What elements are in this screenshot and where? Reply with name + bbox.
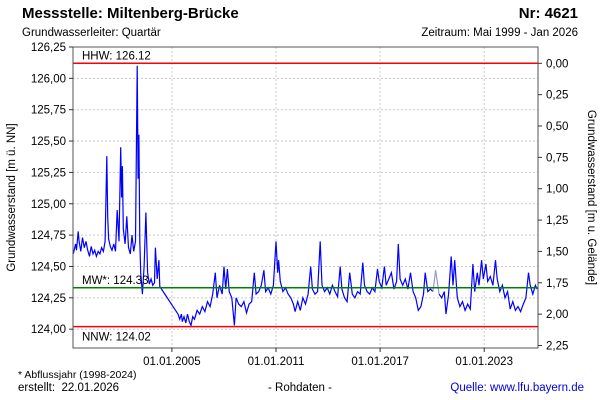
y-left-tick-label: 124,75 — [31, 230, 66, 242]
source-link[interactable]: Quelle: www.lfu.bayern.de — [450, 382, 584, 394]
nnw-label: NNW: 124.02 — [82, 332, 151, 344]
x-tick-label: 01.01.2005 — [143, 356, 201, 368]
footer-row: erstellt: 22.01.2026 - Rohdaten - Quelle… — [0, 382, 600, 396]
groundwater-series-line — [438, 256, 538, 315]
y-left-tick-label: 125,25 — [31, 167, 66, 179]
y-left-tick-label: 125,75 — [31, 105, 66, 117]
y-left-tick-label: 126,25 — [31, 42, 66, 54]
x-tick-label: 01.01.2011 — [248, 356, 305, 368]
created-date: erstellt: 22.01.2026 — [18, 382, 120, 394]
y-left-tick-label: 124,25 — [31, 293, 66, 305]
y-right-tick-label: 2,00 — [546, 309, 568, 321]
period-label: Zeitraum: Mai 1999 - Jan 2026 — [421, 27, 578, 39]
y-left-tick-label: 125,00 — [31, 199, 66, 211]
hhw-label: HHW: 126.12 — [82, 50, 151, 62]
plot-frame — [72, 46, 539, 349]
y-right-tick-label: 0,25 — [546, 90, 568, 102]
footnote: * Abflussjahr (1998-2024) — [18, 369, 137, 381]
y-left-axis-title: Grundwasserstand [m ü. NN] — [6, 123, 18, 271]
y-left-tick-label: 124,00 — [31, 324, 66, 336]
x-tick-label: 01.01.2017 — [351, 356, 409, 368]
page-title: Messstelle: Miltenberg-Brücke — [22, 5, 239, 22]
interpolated-gap-segment — [432, 270, 440, 295]
mw-label: MW*: 124.33 — [82, 275, 148, 287]
y-left-tick-label: 125,50 — [31, 136, 66, 148]
aquifer-label: Grundwasserleiter: Quartär — [22, 27, 161, 39]
y-right-tick-label: 1,25 — [546, 215, 568, 227]
y-right-tick-label: 1,75 — [546, 278, 568, 290]
header-row-title: Messstelle: Miltenberg-Brücke Nr: 4621 — [22, 5, 578, 22]
y-right-tick-label: 1,50 — [546, 246, 568, 258]
y-left-tick-label: 124,50 — [31, 261, 66, 273]
station-number: Nr: 4621 — [518, 5, 578, 22]
y-left-tick-label: 126,00 — [31, 73, 66, 85]
y-right-tick-label: 1,00 — [546, 184, 568, 196]
y-right-tick-label: 0,00 — [546, 58, 568, 70]
header-row-subtitle: Grundwasserleiter: Quartär Zeitraum: Mai… — [22, 27, 578, 39]
y-right-tick-label: 0,75 — [546, 152, 568, 164]
y-right-tick-label: 2,25 — [546, 340, 568, 352]
y-right-axis-title: Grundwasserstand [m u. Gelände] — [585, 110, 597, 285]
data-type-label: - Rohdaten - — [268, 382, 332, 394]
x-tick-label: 01.01.2023 — [455, 356, 513, 368]
y-right-tick-label: 0,50 — [546, 121, 568, 133]
